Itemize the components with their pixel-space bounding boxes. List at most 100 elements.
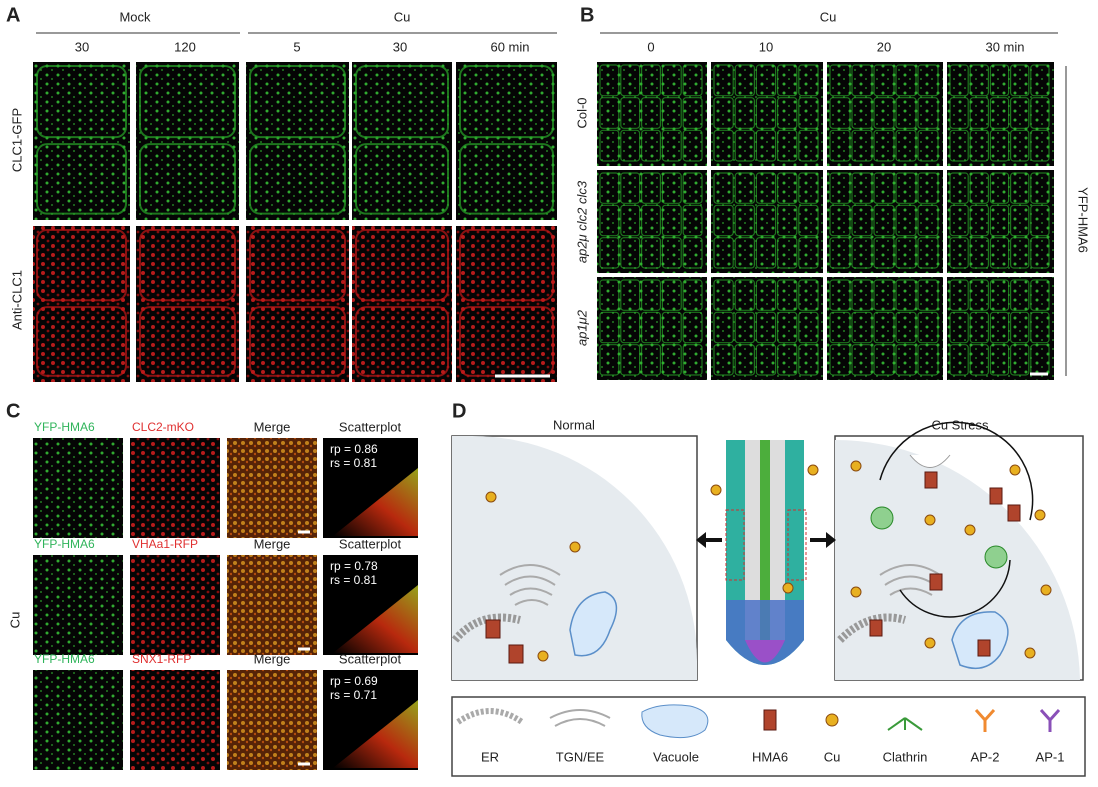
cell-outline (949, 204, 969, 237)
cell-outline (682, 279, 703, 311)
cell-outline (36, 65, 127, 139)
cell-outline (734, 204, 756, 237)
cell-outline (355, 65, 449, 139)
hma6 (924, 471, 938, 489)
cell-outline (661, 129, 682, 162)
legend-label: HMA6 (752, 749, 788, 764)
cell-outline (1009, 64, 1030, 97)
cell-outline (949, 64, 969, 97)
micrograph-signal (456, 62, 557, 220)
cu (782, 582, 794, 594)
cell-outline (640, 204, 661, 237)
channel-label: VHAa1-RFP (132, 537, 198, 551)
hma6 (977, 639, 991, 657)
cell-outline (895, 311, 917, 344)
cell-outline (620, 64, 641, 97)
cell-outline (829, 204, 851, 237)
cell-outline (969, 172, 990, 204)
cu (485, 491, 497, 503)
cell-outline (682, 97, 703, 129)
cell-outline (713, 172, 734, 204)
cell-outline (851, 64, 873, 97)
vesicle (870, 506, 894, 530)
legend-label: Clathrin (883, 749, 928, 764)
stat-label: rs = 0.81 (330, 573, 377, 587)
panel-label: A (6, 4, 20, 26)
cu (569, 541, 581, 553)
cell-outline (829, 279, 851, 311)
micrograph-signal (597, 170, 707, 273)
cell-outline (989, 97, 1010, 129)
cell-outline (640, 172, 661, 204)
cell-outline (1009, 204, 1030, 237)
cell-outline (873, 204, 895, 237)
cell-outline (895, 237, 917, 269)
cell-outline (776, 64, 798, 97)
micrograph-signal (33, 555, 123, 655)
channel-label: CLC2-mKO (132, 420, 194, 434)
cell-outline (1009, 237, 1030, 269)
cell-outline (682, 311, 703, 344)
cell-outline (713, 64, 734, 97)
cell-outline (829, 129, 851, 162)
cell-outline (851, 311, 873, 344)
row-label: Anti-CLC1 (9, 270, 24, 330)
panel-c-headers: YFP-HMA6 CLC2-mKO Merge Scatterplot rp = 0.8… (34, 419, 401, 702)
cell-outline (1009, 97, 1030, 129)
cell-outline (661, 279, 682, 311)
scatter-cloud (333, 700, 418, 768)
cell-outline (969, 129, 990, 162)
root-cap (745, 640, 785, 663)
cell-outline (640, 279, 661, 311)
legend-tgn (549, 709, 611, 727)
cell-outline (640, 311, 661, 344)
cell-outline (873, 64, 895, 97)
cell-outline (36, 143, 127, 215)
cell-outline (969, 97, 990, 129)
channel-label: YFP-HMA6 (34, 652, 95, 666)
group-label: Cu (394, 9, 411, 24)
cell-outline (851, 129, 873, 162)
stat-label: rp = 0.69 (330, 674, 378, 688)
cell-outline (682, 129, 703, 162)
hma6 (1007, 504, 1021, 522)
cell-outline (776, 97, 798, 129)
time-label: 60 min (490, 39, 529, 54)
cell-outline (873, 311, 895, 344)
cell-outline (776, 204, 798, 237)
cell-outline (620, 204, 641, 237)
micrograph-signal (711, 170, 823, 273)
cell-outline (798, 172, 819, 204)
cell-outline (682, 172, 703, 204)
cell-outline (798, 97, 819, 129)
cell-outline (895, 64, 917, 97)
cell-outline (873, 344, 895, 376)
cell-outline (798, 344, 819, 376)
cell-outline (640, 97, 661, 129)
cell-outline (829, 64, 851, 97)
cell-outline (829, 172, 851, 204)
cell-outline (829, 97, 851, 129)
cell-outline (1009, 129, 1030, 162)
cell-outline (969, 204, 990, 237)
legend-label: ER (481, 749, 499, 764)
micrograph-signal (352, 226, 452, 382)
cell-outline (682, 64, 703, 97)
cell-outline (599, 204, 620, 237)
cell-outline (620, 129, 641, 162)
legend-vacuole (641, 704, 709, 739)
cell-outline (989, 129, 1010, 162)
group-label: Mock (119, 9, 151, 24)
cell-outline (776, 344, 798, 376)
cell-outline (873, 172, 895, 204)
group-label: Cu (820, 9, 837, 24)
cell-outline (1030, 311, 1050, 344)
micrograph-signal (827, 62, 943, 166)
cell-outline (989, 344, 1010, 376)
legend-label: AP-2 (971, 749, 1000, 764)
cell-outline (755, 279, 777, 311)
side-label: YFP-HMA6 (1076, 187, 1091, 253)
hma6 (929, 573, 943, 591)
cell-outline (355, 143, 449, 215)
